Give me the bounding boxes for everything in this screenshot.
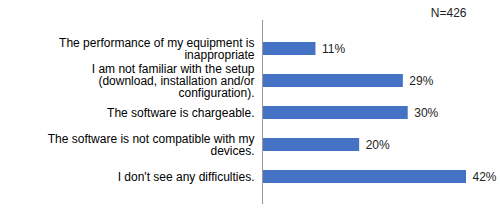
svg-text:29%: 29% (409, 74, 433, 88)
svg-text:20%: 20% (366, 138, 390, 152)
svg-text:11%: 11% (322, 42, 345, 56)
svg-text:The performance of my equipmen: The performance of my equipment isinappr… (59, 36, 255, 62)
svg-text:42%: 42% (473, 170, 497, 184)
svg-text:The software is chargeable.: The software is chargeable. (107, 106, 254, 120)
svg-text:30%: 30% (414, 106, 438, 120)
svg-text:I don't see any difficulties.: I don't see any difficulties. (118, 170, 255, 184)
svg-text:N=426: N=426 (431, 6, 467, 20)
svg-text:The software is not compatible: The software is not compatible with myde… (48, 132, 255, 158)
svg-text:I am not familiar with the set: I am not familiar with the setup(downloa… (92, 62, 255, 100)
